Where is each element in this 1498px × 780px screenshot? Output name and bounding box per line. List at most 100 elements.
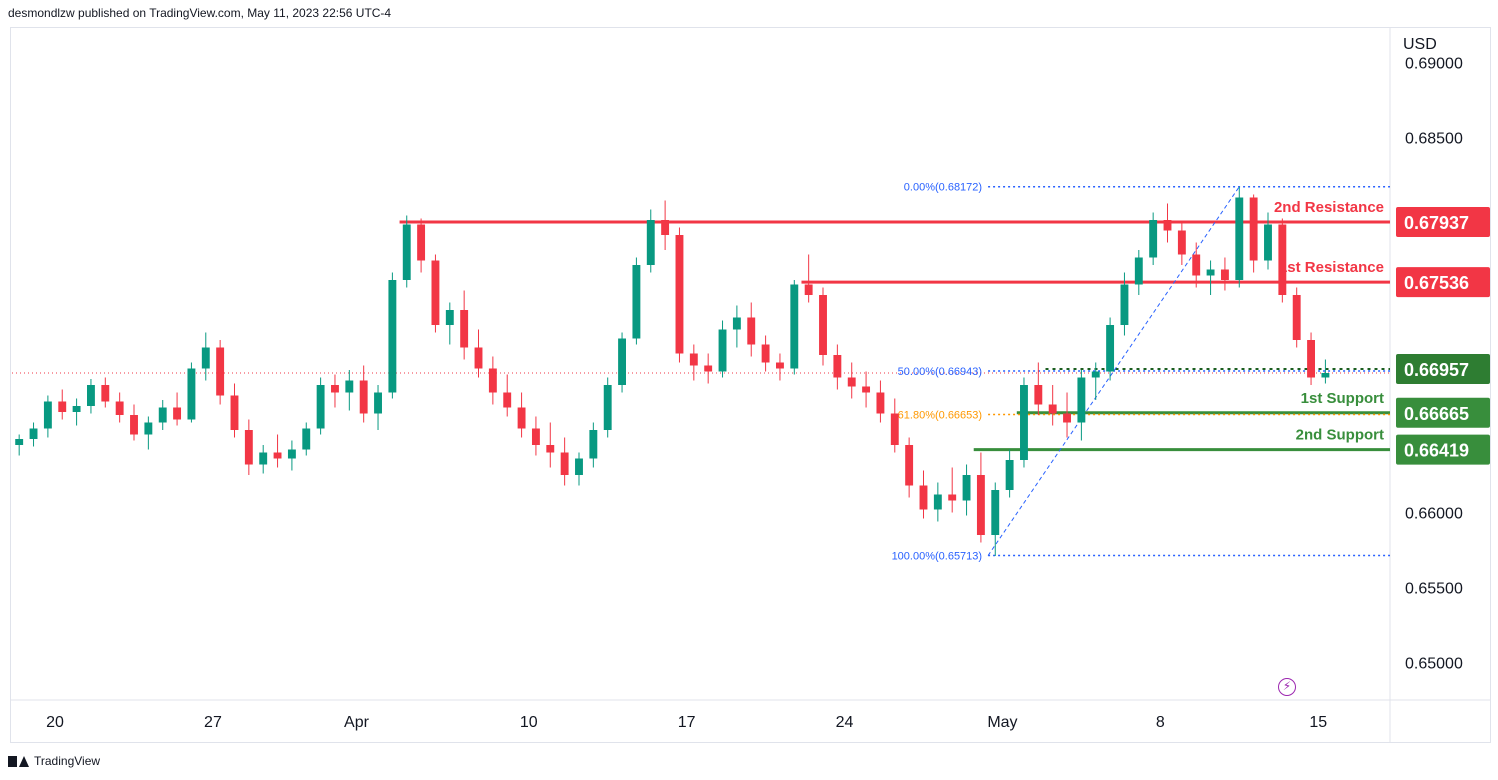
candle-body: [1063, 413, 1071, 423]
candle: [790, 280, 799, 375]
candle-body: [87, 385, 95, 406]
candle: [919, 470, 928, 519]
candle: [933, 482, 942, 522]
candle-body: [173, 407, 182, 420]
candle: [804, 254, 813, 303]
candle-body: [259, 452, 268, 465]
candle: [1091, 362, 1100, 400]
candle: [87, 379, 95, 414]
price-badge-bg: [1396, 206, 1490, 237]
candle: [244, 419, 253, 475]
price-badge[interactable]: 0.67937: [1396, 206, 1490, 237]
candle-body: [1120, 284, 1129, 325]
candle: [1192, 242, 1201, 288]
candle-body: [158, 407, 167, 423]
candle-body: [589, 430, 598, 459]
candle: [144, 416, 153, 450]
tradingview-logo-icon: [8, 754, 30, 768]
resistance-name-label: 2nd Resistance: [1274, 199, 1384, 216]
price-badge[interactable]: 0.66957: [1396, 353, 1490, 384]
candle-body: [1020, 385, 1028, 460]
currency-label: USD: [1403, 36, 1437, 53]
candle-body: [575, 458, 583, 475]
x-tick-label: 15: [1309, 714, 1327, 731]
candle: [1134, 250, 1143, 295]
footer-brand[interactable]: TradingView: [8, 754, 100, 768]
candle-body: [1235, 197, 1244, 280]
candle-body: [359, 380, 368, 414]
candle-body: [862, 386, 871, 393]
candle: [173, 392, 182, 426]
candle: [1048, 385, 1057, 426]
candle: [747, 302, 756, 357]
price-badge[interactable]: 0.67536: [1396, 267, 1490, 298]
candle: [488, 356, 497, 405]
price-badge[interactable]: 0.66419: [1396, 434, 1490, 465]
candle-body: [244, 430, 253, 465]
candle-body: [1134, 257, 1143, 285]
x-tick-label: 10: [520, 714, 538, 731]
candle: [546, 422, 555, 468]
candle: [187, 362, 196, 423]
candle-body: [417, 224, 426, 261]
candle-body: [431, 260, 440, 325]
candle: [589, 422, 598, 468]
candle: [718, 320, 727, 378]
candle-body: [876, 392, 885, 414]
candle: [1307, 332, 1315, 385]
candle-body: [374, 392, 382, 414]
candle: [1063, 392, 1071, 438]
candle: [460, 290, 469, 360]
candle: [374, 385, 382, 430]
candle: [201, 332, 210, 381]
price-badge[interactable]: 0.66665: [1396, 397, 1490, 428]
footer-brand-label: TradingView: [34, 754, 101, 768]
candle-body: [675, 235, 684, 354]
candle: [1020, 377, 1028, 468]
candle: [575, 452, 583, 486]
candle: [948, 467, 957, 513]
candle: [1220, 257, 1229, 291]
y-tick-label: 0.66000: [1405, 506, 1463, 523]
candle: [503, 374, 512, 417]
candle-body: [718, 329, 727, 372]
candle-body: [503, 392, 512, 408]
candle: [905, 437, 914, 498]
price-badge-text: 0.66665: [1404, 404, 1469, 424]
candle-body: [273, 452, 282, 459]
candle: [445, 302, 454, 345]
candle-body: [445, 310, 454, 325]
candle: [15, 434, 24, 456]
fib-level-label: 50.00%(0.66943): [898, 366, 982, 378]
candle: [1120, 272, 1129, 336]
candle: [646, 209, 655, 273]
candle-body: [58, 401, 67, 412]
candle-body: [776, 362, 784, 369]
candle-body: [1091, 371, 1100, 378]
candle: [689, 344, 698, 381]
lightning-icon[interactable]: ⚡: [1278, 678, 1296, 696]
candle: [1264, 212, 1272, 270]
candle-body: [101, 385, 110, 402]
candle: [1177, 221, 1186, 265]
candle-body: [933, 494, 942, 510]
candle-body: [517, 407, 526, 429]
candle-body: [287, 449, 296, 459]
candle: [1034, 362, 1043, 415]
candle-body: [632, 265, 641, 339]
candle: [259, 445, 268, 474]
candle-body: [1077, 377, 1086, 423]
candle: [776, 353, 784, 381]
candle: [417, 218, 426, 273]
candle-body: [1292, 295, 1301, 340]
candle: [72, 398, 81, 426]
candle-body: [761, 344, 770, 363]
x-tick-label: 17: [678, 714, 696, 731]
candle-body: [646, 220, 655, 265]
candle: [618, 332, 626, 393]
fib-level-label: 61.80%(0.66653): [898, 410, 982, 422]
candle: [991, 482, 1000, 556]
x-tick-label: 27: [204, 714, 222, 731]
candle: [1005, 449, 1014, 498]
